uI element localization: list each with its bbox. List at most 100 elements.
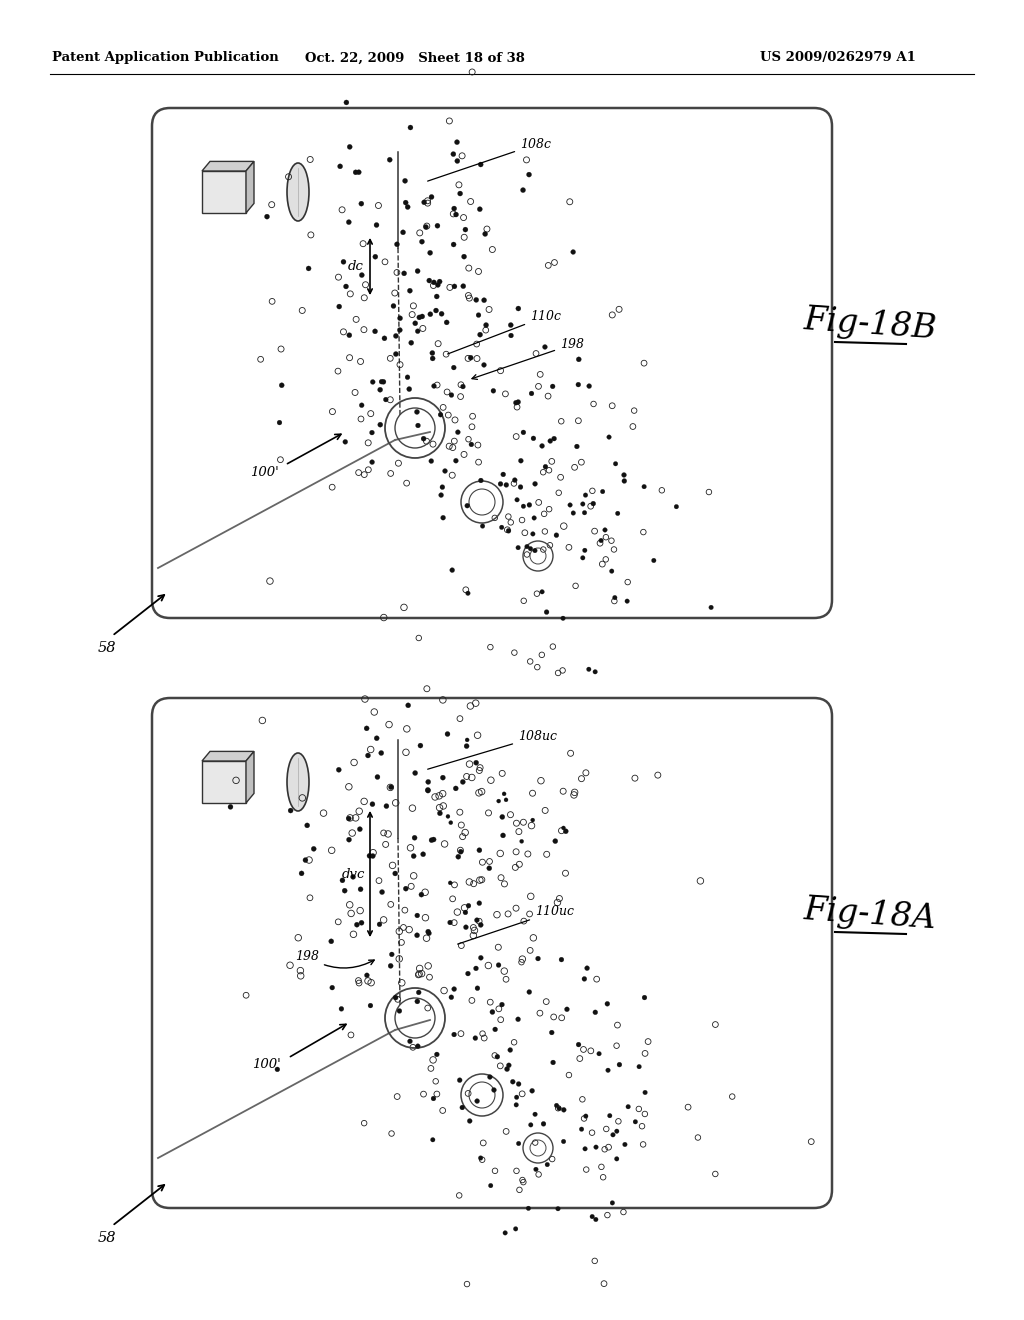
Circle shape [409, 341, 414, 346]
Circle shape [626, 1105, 631, 1109]
Circle shape [521, 504, 525, 508]
Circle shape [438, 492, 443, 498]
Circle shape [426, 779, 431, 784]
Circle shape [486, 866, 492, 871]
Circle shape [581, 556, 585, 560]
Circle shape [513, 1226, 518, 1232]
Circle shape [548, 438, 553, 444]
Circle shape [367, 853, 372, 858]
Circle shape [617, 1063, 622, 1067]
Circle shape [388, 784, 393, 789]
Circle shape [371, 854, 375, 858]
Circle shape [430, 1138, 435, 1142]
Circle shape [426, 929, 431, 935]
Circle shape [594, 1217, 598, 1222]
Circle shape [452, 206, 457, 211]
Text: 108c: 108c [428, 139, 551, 181]
Circle shape [305, 822, 309, 828]
Circle shape [280, 383, 285, 388]
Circle shape [476, 313, 481, 318]
Circle shape [347, 144, 352, 149]
Circle shape [365, 726, 369, 731]
Circle shape [393, 995, 398, 1001]
Circle shape [330, 985, 335, 990]
Circle shape [475, 986, 480, 990]
Circle shape [415, 999, 420, 1005]
Circle shape [483, 322, 488, 327]
Circle shape [473, 1036, 478, 1040]
Circle shape [459, 849, 463, 854]
Circle shape [528, 1122, 534, 1127]
Circle shape [587, 667, 591, 672]
Circle shape [606, 1068, 610, 1073]
Circle shape [516, 1142, 521, 1146]
Circle shape [370, 801, 375, 807]
Circle shape [346, 837, 351, 842]
Circle shape [528, 546, 532, 550]
Circle shape [463, 227, 468, 232]
Circle shape [383, 397, 388, 403]
Circle shape [651, 558, 656, 562]
Circle shape [487, 1074, 493, 1080]
Circle shape [408, 125, 413, 131]
Circle shape [461, 779, 465, 784]
Circle shape [407, 387, 412, 392]
Circle shape [552, 436, 556, 441]
Circle shape [613, 462, 617, 466]
Circle shape [422, 199, 427, 205]
Circle shape [387, 157, 392, 162]
Circle shape [428, 251, 432, 255]
Circle shape [343, 440, 348, 445]
Circle shape [435, 223, 440, 228]
Circle shape [512, 478, 517, 483]
Circle shape [597, 1052, 601, 1056]
Circle shape [338, 164, 343, 169]
Circle shape [359, 272, 365, 277]
Circle shape [303, 858, 308, 862]
Circle shape [474, 760, 478, 766]
Circle shape [356, 170, 361, 174]
Circle shape [415, 933, 420, 937]
Circle shape [503, 1230, 508, 1236]
Circle shape [518, 458, 523, 463]
Circle shape [599, 539, 603, 543]
Circle shape [642, 995, 647, 1001]
Circle shape [480, 524, 484, 528]
Circle shape [497, 799, 501, 803]
Circle shape [481, 363, 486, 367]
Circle shape [431, 384, 436, 388]
Circle shape [452, 284, 457, 289]
Circle shape [607, 1114, 612, 1118]
Circle shape [514, 1096, 519, 1100]
Circle shape [477, 847, 482, 853]
Circle shape [374, 735, 379, 741]
Circle shape [442, 469, 447, 474]
Ellipse shape [287, 162, 309, 220]
Circle shape [394, 242, 399, 247]
Circle shape [541, 1122, 546, 1126]
Circle shape [346, 816, 351, 821]
Circle shape [519, 840, 523, 843]
Circle shape [299, 871, 304, 876]
Circle shape [421, 851, 426, 857]
Circle shape [358, 887, 364, 892]
Circle shape [500, 814, 505, 820]
Circle shape [553, 838, 558, 843]
Circle shape [452, 366, 456, 370]
Circle shape [551, 1060, 555, 1065]
Circle shape [339, 1006, 344, 1011]
Circle shape [406, 205, 411, 210]
Circle shape [419, 892, 424, 898]
Circle shape [388, 964, 393, 969]
Circle shape [392, 871, 397, 876]
Circle shape [416, 424, 421, 428]
Circle shape [415, 409, 420, 414]
Circle shape [306, 265, 311, 271]
Circle shape [403, 886, 409, 891]
Circle shape [500, 525, 504, 529]
Circle shape [561, 826, 565, 830]
Circle shape [417, 315, 422, 319]
Circle shape [508, 322, 513, 327]
Circle shape [500, 1002, 505, 1007]
Circle shape [614, 1156, 618, 1162]
